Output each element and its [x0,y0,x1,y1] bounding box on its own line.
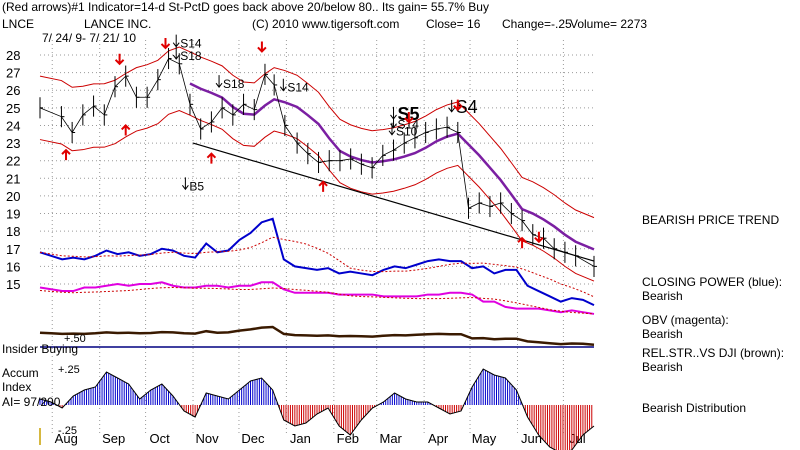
trend-line [192,142,595,262]
ai-value: AI= 97/200 [2,395,61,409]
minus25-label: -.25 [58,425,77,437]
obv-ma [39,287,595,315]
y-tick-label: 17 [6,242,20,257]
signal-arrow [448,99,456,113]
y-tick-label: 25 [6,101,20,116]
signal-arrow [215,75,223,89]
y-tick-label: 20 [6,189,20,204]
accum-index-bars [39,368,595,450]
y-tick-label: 19 [6,207,20,222]
sell-arrow [453,99,463,112]
relative-strength-line [39,325,595,346]
x-tick-label: Jan [290,431,311,446]
upper-band-line [39,46,595,219]
price-series [39,47,597,277]
sell-arrow [257,41,267,53]
close-value: Close= 16 [426,17,481,31]
x-tick-labels: Aug Sep Oct Nov Dec Jan Feb Mar Apr May Jun Jul [55,431,586,446]
y-tick-label: 21 [6,171,20,186]
obv-series [39,281,595,315]
x-tick-label: Nov [195,431,219,446]
buy-arrow [120,124,131,136]
x-tick-label: Aug [55,431,78,446]
x-tick-label: Jul [569,431,586,446]
y-tick-label: 24 [6,118,20,133]
x-tick-label: Mar [379,431,402,446]
price-bands [39,46,595,282]
signal-label: S14 [398,118,420,132]
accum-index-label: Accum Index [2,366,39,394]
closing-power-series [39,217,595,307]
signal-label: S4 [456,97,478,117]
closing-power-ma [39,236,595,298]
y-tick-label: 22 [6,154,20,169]
x-tick-label: Oct [149,431,170,446]
y-tick-labels: 28 27 26 25 24 23 22 21 20 19 18 17 16 15 [6,48,20,292]
signal-arrow [279,78,287,92]
change-value: Change=-.25 [502,17,572,31]
signal-arrow [172,47,180,60]
price-line [39,57,595,267]
buy-arrow [517,236,527,249]
signal-arrow [388,122,396,136]
sell-arrow [404,111,414,124]
y-tick-label: 18 [6,224,20,239]
obv-line [39,281,595,315]
insider-buying-label: Insider Buying [2,342,79,356]
signal-label: S14 [180,37,202,51]
distribution-label: Bearish Distribution [642,401,747,415]
buy-arrow [318,180,328,192]
y-tick-label: 16 [6,259,20,274]
x-tick-label: Jun [521,431,542,446]
x-tick-label: Dec [241,431,265,446]
signal-arrow [181,177,189,191]
plus25-label: +.25 [58,364,80,376]
signal-label: S10 [396,125,418,139]
signal-label: S18 [180,49,202,63]
x-tick-label: Feb [337,431,359,446]
date-range: 7/ 24/ 9- 7/ 21/ 10 [42,31,137,45]
sell-arrow [160,37,171,50]
company-name: LANCE INC. [84,17,152,31]
symbol-label: LNCE [2,17,35,31]
accum-line [39,368,595,450]
y-tick-label: 26 [6,83,20,98]
x-tick-label: Sep [102,431,125,446]
x-tick-label: May [472,431,497,446]
y-tick-label: 15 [6,277,20,292]
relative-strength-series [39,325,595,346]
moving-average-line [189,82,595,251]
relative-strength-label: REL.STR..VS DJI (brown): Bearish [642,346,785,374]
buy-arrow [61,148,71,161]
y-tick-label: 28 [6,48,20,63]
sell-arrow [534,231,544,244]
x-tick-label: Apr [428,431,449,446]
signal-label: B5 [189,179,204,193]
trend-label: BEARISH PRICE TREND [642,213,780,227]
copyright-text: (C) 2010 www.tigersoft.com [252,17,400,31]
closing-power-line [39,217,595,307]
y-tick-label: 27 [6,66,20,81]
plus50-label: +.50 [64,333,86,345]
obv-label: OBV (magenta): Bearish [642,313,729,341]
sell-arrow [114,53,125,66]
closing-power-label: CLOSING POWER (blue): Bearish [642,275,783,303]
signal-arrow [172,34,180,48]
buy-arrow [206,152,217,164]
signal-label: S14 [287,81,309,95]
signal-label: S18 [223,77,245,91]
indicator-title: (Red arrows)#1 Indicator=14-d St-PctD go… [2,0,489,14]
volume-value: Volume= 2273 [570,17,648,31]
y-tick-label: 23 [6,136,20,151]
